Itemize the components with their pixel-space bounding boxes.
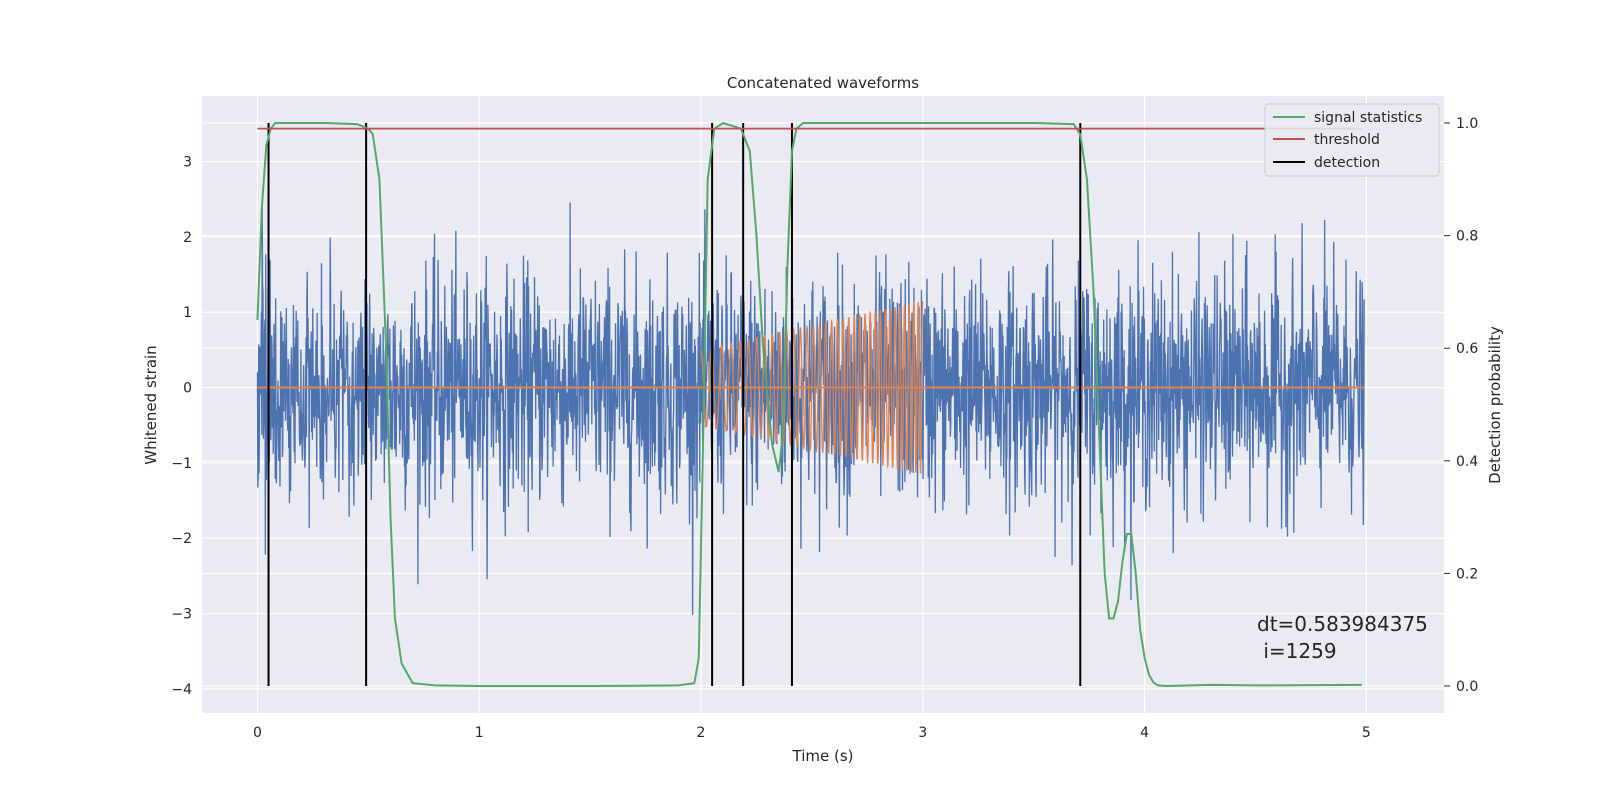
y-tick-label-0: −4	[171, 682, 192, 698]
y2-tick-label-5: 1.0	[1456, 116, 1478, 132]
x-tick-label-0: 0	[253, 725, 262, 741]
injection-series-line	[700, 300, 924, 474]
y2-tick-label-3: 0.6	[1456, 341, 1478, 357]
y2-tick-label-0: 0.0	[1456, 679, 1478, 695]
y-axis-ticks: −4 −3 −2 −1 0 1 2 3	[171, 155, 192, 698]
x-axis-label: Time (s)	[792, 747, 854, 765]
y-tick-label-5: 1	[183, 305, 192, 321]
annotation-line-2: i=1259	[1257, 639, 1337, 663]
x-tick-label-4: 4	[1140, 725, 1149, 741]
y-axis-label: Whitened strain	[142, 345, 160, 464]
x-tick-label-3: 3	[918, 725, 927, 741]
legend-label-signal-statistics: signal statistics	[1314, 110, 1422, 126]
y-tick-label-3: −1	[171, 456, 192, 472]
y-tick-label-4: 0	[183, 381, 192, 397]
legend-box	[1264, 103, 1440, 177]
y-tick-label-7: 3	[183, 155, 192, 171]
y-tick-label-1: −3	[171, 607, 192, 623]
x-tick-label-2: 2	[697, 725, 706, 741]
y-tick-label-2: −2	[171, 531, 192, 547]
y-tick-label-6: 2	[183, 230, 192, 246]
y2-tick-label-2: 0.4	[1456, 454, 1478, 470]
chart-title: Concatenated waveforms	[727, 74, 919, 92]
x-axis-ticks: 0 1 2 3 4 5	[253, 725, 1371, 741]
legend: signal statistics threshold detection	[1264, 103, 1440, 177]
noise-series-line	[256, 202, 1365, 615]
detection-lines	[267, 123, 1082, 686]
x-tick-label-1: 1	[475, 725, 484, 741]
y2-axis-label: Detection probability	[1486, 326, 1504, 484]
legend-label-detection: detection	[1314, 155, 1380, 171]
y2-tick-label-4: 0.8	[1456, 229, 1478, 245]
y2-tick-label-1: 0.2	[1456, 566, 1478, 582]
annotation-line-1: dt=0.583984375	[1257, 612, 1428, 636]
signal-statistics-line	[256, 121, 1362, 687]
legend-label-threshold: threshold	[1314, 132, 1380, 148]
y2-axis-ticks: 0.0 0.2 0.4 0.6 0.8 1.0	[1444, 116, 1478, 695]
x-tick-label-5: 5	[1362, 725, 1371, 741]
plot-area	[256, 121, 1365, 687]
